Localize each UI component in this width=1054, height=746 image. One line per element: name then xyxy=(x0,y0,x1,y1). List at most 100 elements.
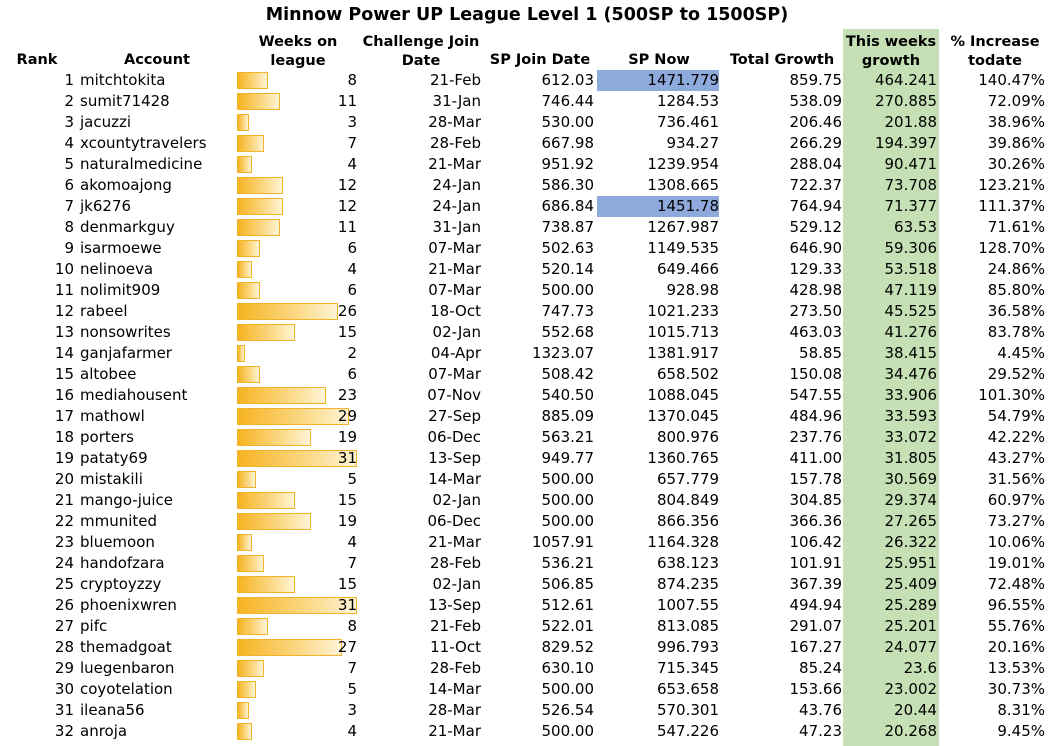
pct-cell: 60.97% xyxy=(987,491,1045,509)
sp-join-cell: 738.87 xyxy=(541,218,595,236)
table-row: 28 themadgoat 27 11-Oct 829.52 996.793 167.27 2… xyxy=(0,637,1054,658)
pct-cell: 54.79% xyxy=(987,407,1045,425)
week-growth-cell: 34.476 xyxy=(884,365,938,383)
week-growth-cell: 45.525 xyxy=(884,302,938,320)
sp-join-cell: 746.44 xyxy=(541,92,595,110)
sp-now-cell: 570.301 xyxy=(656,701,719,719)
weeks-cell: 4 xyxy=(347,533,357,551)
table-row: 5 naturalmedicine 4 21-Mar 951.92 1239.954 288… xyxy=(0,154,1054,175)
weeks-bar xyxy=(237,282,260,299)
join-date-cell: 06-Dec xyxy=(427,428,481,446)
pct-cell: 96.55% xyxy=(987,596,1045,614)
weeks-bar xyxy=(237,639,342,656)
join-date-cell: 28-Mar xyxy=(428,701,481,719)
header-rank: Rank xyxy=(16,52,58,68)
weeks-cell: 12 xyxy=(337,197,357,215)
weeks-cell: 7 xyxy=(347,134,357,152)
pct-cell: 19.01% xyxy=(987,554,1045,572)
sp-now-cell: 1267.987 xyxy=(647,218,719,236)
sp-now-cell: 1007.55 xyxy=(656,596,719,614)
sp-join-cell: 540.50 xyxy=(541,386,595,404)
week-growth-cell: 33.072 xyxy=(884,428,938,446)
week-growth-cell: 59.306 xyxy=(884,239,938,257)
join-date-cell: 06-Dec xyxy=(427,512,481,530)
sp-join-cell: 506.85 xyxy=(541,575,595,593)
total-growth-cell: 153.66 xyxy=(789,680,843,698)
sp-join-cell: 512.61 xyxy=(541,596,595,614)
join-date-cell: 21-Mar xyxy=(428,260,481,278)
pct-cell: 71.61% xyxy=(987,218,1045,236)
weeks-bar xyxy=(237,135,264,152)
header-this-week-line1: This weeks xyxy=(845,34,937,50)
rank-cell: 2 xyxy=(64,92,74,110)
sp-now-cell: 813.085 xyxy=(656,617,719,635)
pct-cell: 123.21% xyxy=(978,176,1045,194)
account-cell: nonsowrites xyxy=(80,323,171,341)
total-growth-cell: 764.94 xyxy=(789,197,843,215)
account-cell: pifc xyxy=(80,617,108,635)
sp-now-cell: 1308.665 xyxy=(647,176,719,194)
rank-cell: 14 xyxy=(54,344,74,362)
account-cell: luegenbaron xyxy=(80,659,175,677)
account-cell: sumit71428 xyxy=(80,92,170,110)
account-cell: mistakili xyxy=(80,470,143,488)
table-row: 2 sumit71428 11 31-Jan 746.44 1284.53 538.09 27… xyxy=(0,91,1054,112)
join-date-cell: 14-Mar xyxy=(428,680,481,698)
week-growth-cell: 23.6 xyxy=(903,659,937,677)
rank-cell: 12 xyxy=(54,302,74,320)
join-date-cell: 24-Jan xyxy=(432,197,481,215)
join-date-cell: 02-Jan xyxy=(432,575,481,593)
join-date-cell: 07-Nov xyxy=(427,386,481,404)
weeks-bar xyxy=(237,240,260,257)
total-growth-cell: 463.03 xyxy=(789,323,843,341)
weeks-cell: 4 xyxy=(347,155,357,173)
total-growth-cell: 722.37 xyxy=(789,176,843,194)
weeks-bar xyxy=(237,408,349,425)
weeks-bar xyxy=(237,219,280,236)
table-row: 10 nelinoeva 4 21-Mar 520.14 649.466 129.33 53.… xyxy=(0,259,1054,280)
week-growth-cell: 33.906 xyxy=(884,386,938,404)
weeks-bar xyxy=(237,660,264,677)
account-cell: coyotelation xyxy=(80,680,173,698)
total-growth-cell: 150.08 xyxy=(789,365,843,383)
account-cell: ganjafarmer xyxy=(80,344,172,362)
weeks-cell: 31 xyxy=(337,596,357,614)
join-date-cell: 27-Sep xyxy=(428,407,481,425)
pct-cell: 128.70% xyxy=(978,239,1045,257)
pct-cell: 55.76% xyxy=(987,617,1045,635)
week-growth-cell: 29.374 xyxy=(884,491,938,509)
week-growth-cell: 201.88 xyxy=(884,113,938,131)
header-weeks: Weeks on league xyxy=(237,33,359,71)
week-growth-cell: 33.593 xyxy=(884,407,938,425)
sp-now-cell: 638.123 xyxy=(656,554,719,572)
pct-cell: 24.86% xyxy=(987,260,1045,278)
weeks-cell: 31 xyxy=(337,449,357,467)
weeks-bar xyxy=(237,156,252,173)
sp-join-cell: 949.77 xyxy=(541,449,595,467)
weeks-cell: 29 xyxy=(337,407,357,425)
join-date-cell: 28-Mar xyxy=(428,113,481,131)
header-weeks-line2: league xyxy=(270,53,326,69)
total-growth-cell: 859.75 xyxy=(789,71,843,89)
header-pct-line1: % Increase xyxy=(950,34,1040,50)
pct-cell: 72.48% xyxy=(987,575,1045,593)
total-growth-cell: 529.12 xyxy=(789,218,843,236)
week-growth-cell: 25.289 xyxy=(884,596,938,614)
weeks-cell: 8 xyxy=(347,71,357,89)
rank-cell: 17 xyxy=(54,407,74,425)
pct-cell: 9.45% xyxy=(997,722,1045,740)
sp-now-cell: 547.226 xyxy=(656,722,719,740)
table-row: 30 coyotelation 5 14-Mar 500.00 653.658 153.66… xyxy=(0,679,1054,700)
sp-now-cell: 1164.328 xyxy=(647,533,719,551)
rank-cell: 3 xyxy=(64,113,74,131)
week-growth-cell: 464.241 xyxy=(874,71,937,89)
join-date-cell: 07-Mar xyxy=(428,281,481,299)
sp-join-cell: 500.00 xyxy=(541,512,595,530)
total-growth-cell: 428.98 xyxy=(789,281,843,299)
weeks-bar xyxy=(237,618,268,635)
weeks-cell: 5 xyxy=(347,470,357,488)
table-row: 24 handofzara 7 28-Feb 536.21 638.123 101.91 25… xyxy=(0,553,1054,574)
table-row: 4 xcountytravelers 7 28-Feb 667.98 934.27 266.… xyxy=(0,133,1054,154)
table-row: 17 mathowl 29 27-Sep 885.09 1370.045 484.96 33.… xyxy=(0,406,1054,427)
header-join-date-line1: Challenge Join xyxy=(362,34,480,50)
